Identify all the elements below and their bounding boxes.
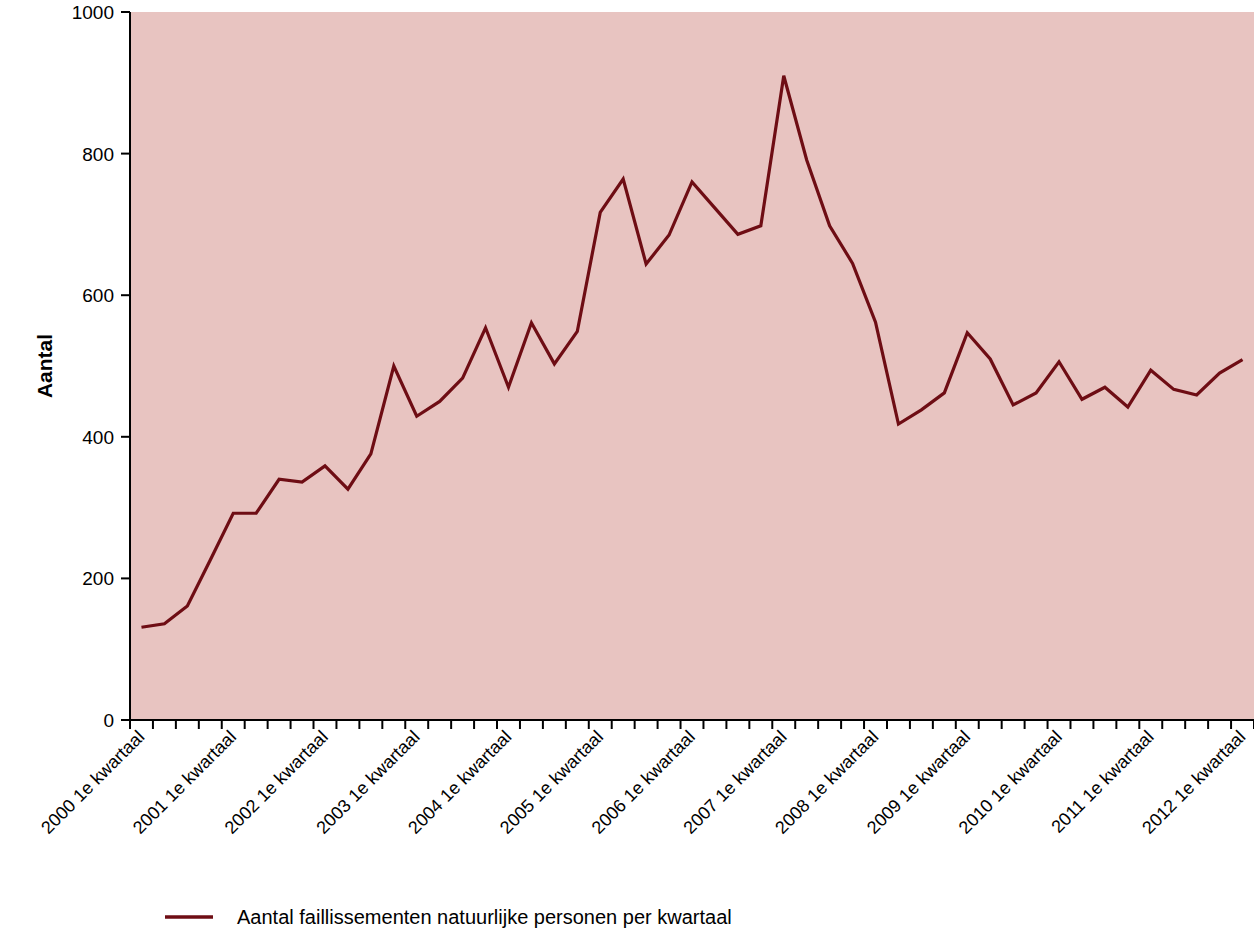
x-tick — [794, 720, 796, 729]
plot-lines — [141, 76, 1242, 628]
x-tick-label: 2012 1e kwartaal — [1138, 727, 1249, 838]
x-axis — [130, 719, 1254, 721]
x-tick — [450, 720, 452, 729]
x-tick — [725, 720, 727, 729]
x-tick — [1184, 720, 1186, 729]
x-tick — [955, 720, 957, 729]
y-axis-label: Aantal — [33, 334, 56, 398]
x-tick — [909, 720, 911, 729]
y-tick-label: 200 — [82, 568, 114, 589]
y-tick — [121, 719, 130, 721]
x-tick — [817, 720, 819, 729]
y-tick-label: 800 — [82, 144, 114, 165]
x-tick — [771, 720, 773, 729]
legend-swatch — [165, 915, 213, 919]
x-tick — [1253, 720, 1254, 729]
x-tick — [221, 720, 223, 729]
y-tick-label: 1000 — [72, 2, 114, 23]
y-tick — [121, 577, 130, 579]
x-tick — [244, 720, 246, 729]
data-line — [141, 76, 1242, 628]
x-tick — [404, 720, 406, 729]
x-tick — [932, 720, 934, 729]
x-tick — [267, 720, 269, 729]
x-tick — [542, 720, 544, 729]
x-tick — [381, 720, 383, 729]
x-tick — [129, 720, 131, 729]
x-tick — [1161, 720, 1163, 729]
x-tick — [565, 720, 567, 729]
x-tick — [680, 720, 682, 729]
y-tick — [121, 153, 130, 155]
x-tick — [313, 720, 315, 729]
x-tick — [840, 720, 842, 729]
y-tick-label: 600 — [82, 285, 114, 306]
x-tick — [863, 720, 865, 729]
x-tick — [657, 720, 659, 729]
x-tick — [198, 720, 200, 729]
y-axis — [129, 12, 131, 720]
x-tick — [1138, 720, 1140, 729]
y-tick — [121, 294, 130, 296]
chart: 02004006008001000Aantal2000 1e kwartaal2… — [0, 0, 1254, 932]
x-tick — [1092, 720, 1094, 729]
legend-label: Aantal faillissementen natuurlijke perso… — [237, 906, 732, 928]
x-tick — [335, 720, 337, 729]
x-tick — [611, 720, 613, 729]
x-tick — [1115, 720, 1117, 729]
x-tick — [1001, 720, 1003, 729]
x-tick — [634, 720, 636, 729]
x-tick — [702, 720, 704, 729]
x-tick — [1230, 720, 1232, 729]
plot-area — [130, 12, 1254, 720]
x-tick — [496, 720, 498, 729]
x-tick — [1024, 720, 1026, 729]
x-tick — [748, 720, 750, 729]
y-tick — [121, 11, 130, 13]
y-tick — [121, 436, 130, 438]
x-tick — [886, 720, 888, 729]
y-tick-label: 0 — [103, 710, 114, 731]
x-tick — [978, 720, 980, 729]
x-tick — [290, 720, 292, 729]
x-tick — [1207, 720, 1209, 729]
x-tick — [358, 720, 360, 729]
x-tick — [427, 720, 429, 729]
y-tick-label: 400 — [82, 427, 114, 448]
x-tick — [588, 720, 590, 729]
x-tick — [1069, 720, 1071, 729]
x-tick — [519, 720, 521, 729]
x-tick — [152, 720, 154, 729]
x-tick — [1047, 720, 1049, 729]
x-tick — [175, 720, 177, 729]
x-tick — [473, 720, 475, 729]
